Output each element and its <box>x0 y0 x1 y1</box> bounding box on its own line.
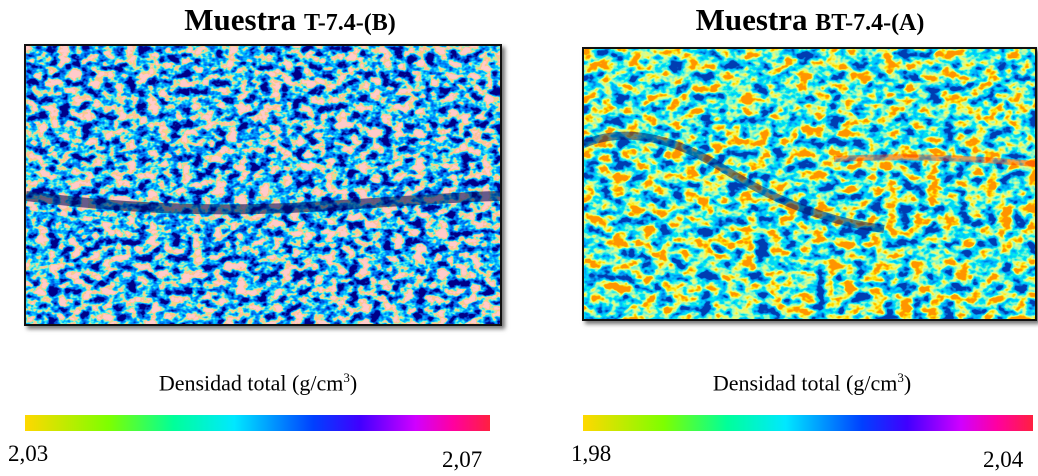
label-text: Densidad total (g/cm <box>712 370 898 396</box>
colorbar <box>25 415 490 431</box>
density-map <box>582 47 1037 321</box>
title-code: T-7.4-(B) <box>303 10 396 36</box>
label-text: ) <box>903 370 912 396</box>
title-code: BT-7.4-(A) <box>815 10 925 36</box>
label-text: Densidad total (g/cm <box>158 370 344 396</box>
colorbar-min: 2,03 <box>8 441 49 466</box>
colorbar-label: Densidad total (g/cm3) <box>159 370 357 396</box>
label-exponent: 3 <box>897 370 904 385</box>
panel-title: Muestra T-7.4-(B) <box>184 2 395 38</box>
colorbar-label: Densidad total (g/cm3) <box>713 370 911 396</box>
colorbar-min: 1,98 <box>571 441 612 466</box>
label-text: ) <box>349 370 358 396</box>
colorbar-max: 2,07 <box>442 447 483 472</box>
label-exponent: 3 <box>343 370 350 385</box>
colorbar-max: 2,04 <box>983 447 1024 472</box>
panel-title: Muestra BT-7.4-(A) <box>696 2 925 38</box>
title-main: Muestra <box>695 2 808 37</box>
density-map <box>24 44 502 326</box>
colorbar <box>583 415 1033 431</box>
title-main: Muestra <box>184 2 297 37</box>
